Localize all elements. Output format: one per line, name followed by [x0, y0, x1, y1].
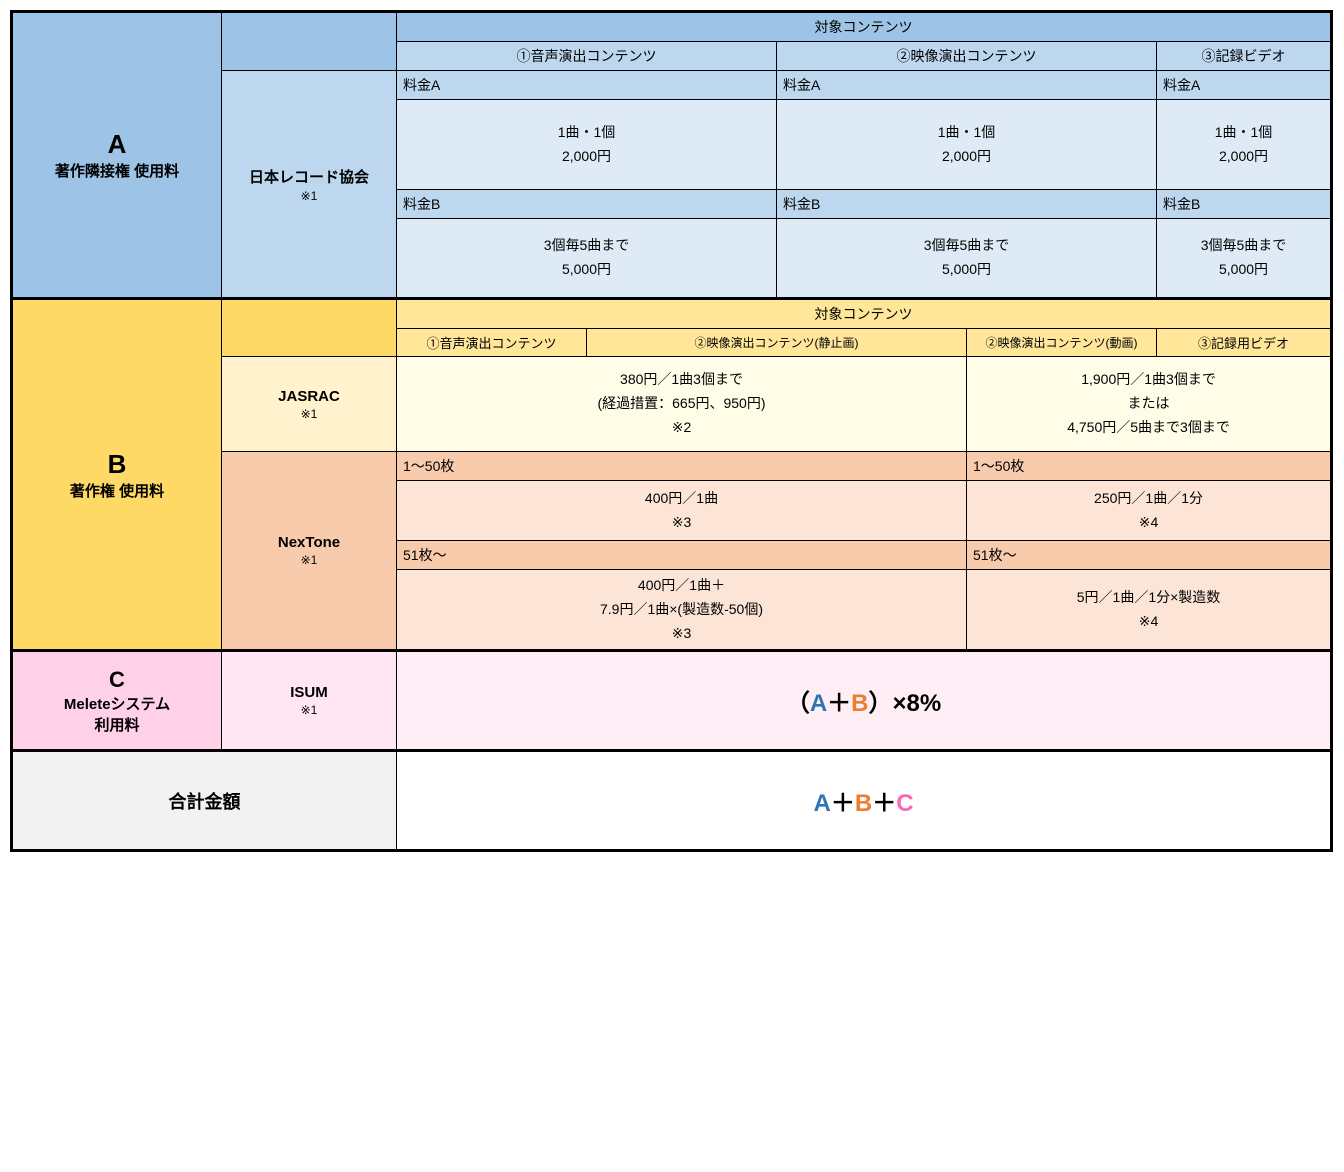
- b-jasrac-right-l1: 1,900円／1曲3個まで: [1081, 371, 1216, 387]
- c-org-note: ※1: [301, 703, 318, 717]
- a-feeB-3-l2: 5,000円: [1219, 261, 1268, 277]
- c-formula: （A＋B）×8%: [397, 651, 1332, 751]
- section-c-side: C Meleteシステム 利用料: [12, 651, 222, 751]
- section-a-side: A 著作隣接権 使用料: [12, 12, 222, 299]
- c-f-tail: ×8%: [893, 690, 942, 717]
- a-feeA-1-l2: 2,000円: [562, 148, 611, 164]
- t-p2: ＋: [872, 790, 896, 817]
- total-label-cell: 合計金額: [12, 751, 397, 851]
- section-a-title: 著作隣接権 使用料: [55, 163, 179, 180]
- b-nex-range1-l: 1～50枚: [397, 452, 967, 481]
- section-a-header: 対象コンテンツ: [397, 12, 1332, 42]
- b-col4: ③記録用ビデオ: [1157, 329, 1332, 357]
- b-nex-r2l-2: 7.9円／1曲×(製造数-50個): [600, 601, 763, 617]
- b-jasrac-right: 1,900円／1曲3個まで または 4,750円／5曲まで3個まで: [967, 357, 1332, 452]
- section-c-title1: Meleteシステム: [64, 696, 170, 713]
- b-nex-r1-left: 400円／1曲 ※3: [397, 481, 967, 541]
- a-feeB-label-1: 料金B: [397, 190, 777, 219]
- a-feeA-1-l1: 1曲・1個: [558, 124, 616, 140]
- section-c-title2: 利用料: [94, 717, 139, 734]
- a-feeB-2-l2: 5,000円: [942, 261, 991, 277]
- b-nex-r2l-3: ※3: [672, 625, 692, 641]
- b-jasrac-left-l3: ※2: [672, 419, 692, 435]
- c-f-close: ）: [869, 690, 893, 717]
- a-feeA-label-1: 料金A: [397, 71, 777, 100]
- a-col3: ③記録ビデオ: [1157, 42, 1332, 71]
- a-feeB-1-l2: 5,000円: [562, 261, 611, 277]
- section-a-blank: [222, 12, 397, 71]
- b-jasrac-org: JASRAC ※1: [222, 357, 397, 452]
- a-feeB-2: 3個毎5曲まで 5,000円: [777, 219, 1157, 299]
- b-nex-range1-r: 1～50枚: [967, 452, 1332, 481]
- section-b-blank: [222, 299, 397, 357]
- b-nextone-note: ※1: [301, 553, 318, 567]
- c-f-open: （: [786, 690, 810, 717]
- total-formula: A＋B＋C: [397, 751, 1332, 851]
- b-nex-range2-r: 51枚～: [967, 541, 1332, 570]
- c-f-plus: ＋: [827, 690, 851, 717]
- c-f-b: B: [851, 690, 868, 717]
- section-a-letter: A: [19, 129, 215, 160]
- a-feeB-3-l1: 3個毎5曲まで: [1201, 237, 1287, 253]
- a-feeA-label-2: 料金A: [777, 71, 1157, 100]
- a-org-name: 日本レコード協会: [249, 169, 369, 186]
- b-nex-r2-left: 400円／1曲＋ 7.9円／1曲×(製造数-50個) ※3: [397, 570, 967, 651]
- a-feeA-3-l1: 1曲・1個: [1215, 124, 1273, 140]
- t-b: B: [855, 790, 872, 817]
- b-jasrac-name: JASRAC: [278, 388, 340, 405]
- b-nex-r2r-1: 5円／1曲／1分×製造数: [1077, 589, 1221, 605]
- b-nex-r1l-1: 400円／1曲: [645, 490, 718, 506]
- section-b-side: B 著作権 使用料: [12, 299, 222, 651]
- a-feeA-3: 1曲・1個 2,000円: [1157, 100, 1332, 190]
- a-feeB-label-2: 料金B: [777, 190, 1157, 219]
- b-nextone-org: NexTone ※1: [222, 452, 397, 651]
- section-b-letter: B: [19, 449, 215, 480]
- b-nex-r1-right: 250円／1曲／1分 ※4: [967, 481, 1332, 541]
- b-nex-r2r-2: ※4: [1139, 613, 1159, 629]
- a-feeA-1: 1曲・1個 2,000円: [397, 100, 777, 190]
- b-nextone-name: NexTone: [278, 534, 340, 551]
- t-a: A: [814, 790, 831, 817]
- section-c-letter: C: [19, 667, 215, 693]
- c-org: ISUM ※1: [222, 651, 397, 751]
- b-nex-r1l-2: ※3: [672, 514, 692, 530]
- b-jasrac-right-l2: または: [1128, 395, 1170, 411]
- b-nex-r1r-1: 250円／1曲／1分: [1094, 490, 1203, 506]
- b-jasrac-left-l1: 380円／1曲3個まで: [620, 371, 743, 387]
- b-col3: ②映像演出コンテンツ(動画): [967, 329, 1157, 357]
- a-feeA-2: 1曲・1個 2,000円: [777, 100, 1157, 190]
- b-col2: ②映像演出コンテンツ(静止画): [587, 329, 967, 357]
- a-feeB-1: 3個毎5曲まで 5,000円: [397, 219, 777, 299]
- a-feeA-label-3: 料金A: [1157, 71, 1332, 100]
- a-feeA-3-l2: 2,000円: [1219, 148, 1268, 164]
- b-jasrac-right-l3: 4,750円／5曲まで3個まで: [1067, 419, 1230, 435]
- section-b-title: 著作権 使用料: [70, 483, 164, 500]
- a-org: 日本レコード協会 ※1: [222, 71, 397, 299]
- a-feeB-3: 3個毎5曲まで 5,000円: [1157, 219, 1332, 299]
- b-jasrac-note: ※1: [301, 407, 318, 421]
- a-org-note: ※1: [301, 189, 318, 203]
- total-label: 合計金額: [169, 792, 241, 812]
- section-b-header: 対象コンテンツ: [397, 299, 1332, 329]
- b-col1: ①音声演出コンテンツ: [397, 329, 587, 357]
- a-feeB-label-3: 料金B: [1157, 190, 1332, 219]
- a-feeB-2-l1: 3個毎5曲まで: [924, 237, 1010, 253]
- b-nex-r2-right: 5円／1曲／1分×製造数 ※4: [967, 570, 1332, 651]
- b-nex-r2l-1: 400円／1曲＋: [638, 577, 725, 593]
- b-nex-r1r-2: ※4: [1139, 514, 1159, 530]
- c-f-a: A: [810, 690, 827, 717]
- b-nex-range2-l: 51枚～: [397, 541, 967, 570]
- a-feeB-1-l1: 3個毎5曲まで: [544, 237, 630, 253]
- a-feeA-2-l2: 2,000円: [942, 148, 991, 164]
- t-p1: ＋: [831, 790, 855, 817]
- a-col2: ②映像演出コンテンツ: [777, 42, 1157, 71]
- a-col1: ①音声演出コンテンツ: [397, 42, 777, 71]
- fee-table: A 著作隣接権 使用料 対象コンテンツ ①音声演出コンテンツ ②映像演出コンテン…: [10, 10, 1333, 852]
- b-jasrac-left: 380円／1曲3個まで (経過措置：665円、950円) ※2: [397, 357, 967, 452]
- t-c: C: [896, 790, 913, 817]
- b-jasrac-left-l2: (経過措置：665円、950円): [597, 395, 765, 411]
- a-feeA-2-l1: 1曲・1個: [938, 124, 996, 140]
- c-org-name: ISUM: [290, 684, 328, 701]
